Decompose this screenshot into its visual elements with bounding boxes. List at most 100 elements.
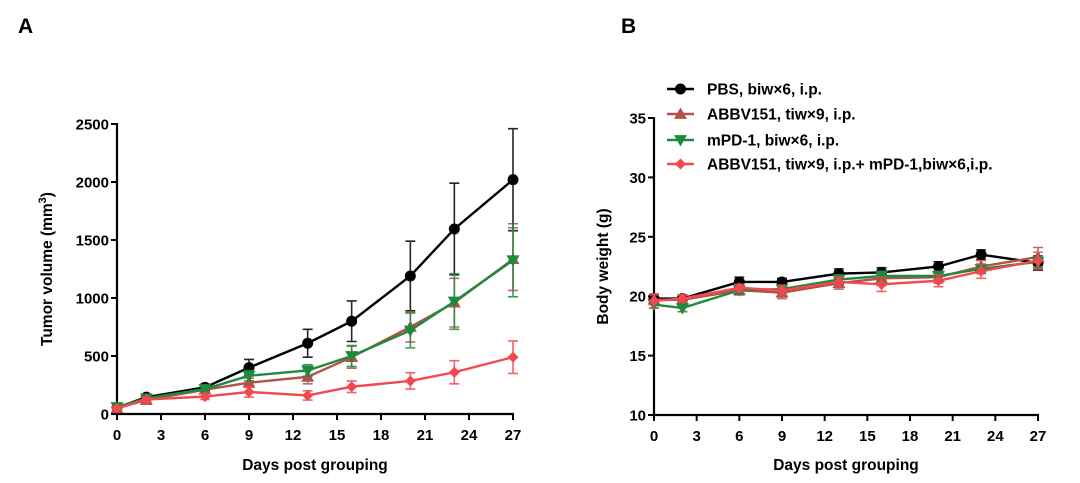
x-tick-label: 21 xyxy=(417,427,434,444)
x-tick-label: 3 xyxy=(692,428,700,445)
data-point xyxy=(975,249,987,261)
x-axis-title-a: Days post grouping xyxy=(242,457,388,474)
x-tick-label: 6 xyxy=(201,427,209,444)
y-tick-label: 30 xyxy=(629,170,646,187)
data-point xyxy=(448,366,460,378)
legend-label: ABBV151, tiw×9, i.p.+ mPD-1,biw×6,i.p. xyxy=(707,157,993,174)
data-point xyxy=(404,375,416,387)
plot-area-b xyxy=(647,246,1045,315)
y-tick-label: 2000 xyxy=(76,175,109,192)
y-axis-title-a-suffix: ) xyxy=(39,192,56,197)
data-point xyxy=(448,223,460,235)
y-axis-title-a-main: Tumor volume (mm xyxy=(39,203,56,346)
y-tick-label: 25 xyxy=(629,229,646,246)
legend-marker-icon xyxy=(675,158,686,170)
data-point xyxy=(345,351,359,363)
series-mpd-1-biw-6-i-p xyxy=(110,222,520,414)
x-tick-label: 0 xyxy=(650,428,658,445)
y-axis-title-a: Tumor volume (mm3) xyxy=(37,192,56,346)
legend-item: ABBV151, tiw×9, i.p.+ mPD-1,biw×6,i.p. xyxy=(667,157,993,174)
y-axis-ticks-b: 10 15 20 25 30 35 xyxy=(629,111,654,425)
y-axis-title-a-sup: 3 xyxy=(37,197,49,203)
data-point xyxy=(111,402,123,414)
data-point xyxy=(733,282,745,294)
x-tick-label: 12 xyxy=(816,428,833,445)
y-axis-title-b: Body weight (g) xyxy=(595,208,612,324)
data-point xyxy=(932,275,944,287)
y-tick-label: 1000 xyxy=(76,291,109,308)
data-point xyxy=(507,351,519,363)
plot-area-a xyxy=(110,127,520,414)
legend-item: PBS, biw×6, i.p. xyxy=(667,82,822,99)
data-point xyxy=(346,315,358,327)
y-tick-label: 0 xyxy=(101,407,109,424)
data-point xyxy=(676,293,688,305)
legend-item: mPD-1, biw×6, i.p. xyxy=(667,133,839,150)
data-point xyxy=(833,276,845,288)
data-point xyxy=(198,384,212,396)
x-tick-label: 24 xyxy=(461,427,478,444)
legend-label: mPD-1, biw×6, i.p. xyxy=(707,133,839,150)
y-tick-label: 15 xyxy=(629,348,646,365)
data-point xyxy=(506,255,520,267)
data-point xyxy=(346,381,358,393)
legend-label: ABBV151, tiw×9, i.p. xyxy=(707,107,856,124)
data-point xyxy=(876,278,888,290)
y-tick-label: 500 xyxy=(84,349,109,366)
panel-label-b: B xyxy=(621,15,636,38)
x-tick-label: 6 xyxy=(735,428,743,445)
legend-marker-icon xyxy=(674,135,687,147)
panel-b-body-weight-chart: B 10 15 20 25 30 35 0 3 6 9 12 15 18 21 24 27 Days pos… xyxy=(595,15,1046,474)
x-tick-label: 27 xyxy=(505,427,522,444)
data-point xyxy=(302,337,314,349)
y-axis-ticks-a: 0 500 1000 1500 2000 2500 xyxy=(76,117,117,424)
x-tick-label: 15 xyxy=(329,427,346,444)
data-point xyxy=(302,389,314,401)
data-point xyxy=(507,174,519,186)
x-tick-label: 9 xyxy=(245,427,253,444)
data-point xyxy=(675,303,689,315)
data-point xyxy=(404,270,416,282)
x-tick-label: 3 xyxy=(157,427,165,444)
data-point xyxy=(1032,255,1044,267)
data-point xyxy=(243,386,255,398)
legend-marker-icon xyxy=(675,83,686,95)
data-point xyxy=(140,394,152,405)
legend: PBS, biw×6, i.p. ABBV151, tiw×9, i.p. mPD-… xyxy=(667,82,993,174)
x-tick-label: 9 xyxy=(778,428,786,445)
x-tick-label: 24 xyxy=(987,428,1004,445)
y-tick-label: 2500 xyxy=(76,117,109,134)
x-tick-label: 12 xyxy=(285,427,302,444)
x-tick-label: 18 xyxy=(902,428,919,445)
x-axis-title-b: Days post grouping xyxy=(773,457,919,474)
data-point xyxy=(447,296,461,308)
legend-item: ABBV151, tiw×9, i.p. xyxy=(667,107,856,124)
series-abbv151-tiw-9-i-p xyxy=(110,227,520,414)
legend-marker-icon xyxy=(674,107,687,119)
data-point xyxy=(242,370,256,383)
x-tick-label: 27 xyxy=(1030,428,1047,445)
panel-label-a: A xyxy=(18,15,33,38)
y-tick-label: 1500 xyxy=(76,233,109,250)
y-tick-label: 35 xyxy=(629,111,646,128)
x-tick-label: 18 xyxy=(373,427,390,444)
x-axis-ticks-b: 0 3 6 9 12 15 18 21 24 27 xyxy=(650,415,1047,445)
y-tick-label: 20 xyxy=(629,289,646,306)
data-point xyxy=(199,391,211,403)
x-tick-label: 21 xyxy=(944,428,961,445)
series-abbv151-tiw-9-i-p-mpd-1-biw-6-i-p xyxy=(648,251,1044,309)
y-tick-label: 10 xyxy=(629,408,646,425)
data-point xyxy=(776,284,788,296)
data-point xyxy=(648,295,660,307)
x-axis-ticks-a: 0 3 6 9 12 15 18 21 24 27 xyxy=(113,414,522,444)
x-tick-label: 0 xyxy=(113,427,121,444)
legend-label: PBS, biw×6, i.p. xyxy=(707,82,822,99)
data-point xyxy=(301,365,315,377)
data-point xyxy=(403,325,417,337)
x-tick-label: 15 xyxy=(859,428,876,445)
data-point xyxy=(932,261,944,272)
series-abbv151-tiw-9-i-p-mpd-1-biw-6-i-p xyxy=(111,340,519,414)
data-point xyxy=(975,265,987,277)
